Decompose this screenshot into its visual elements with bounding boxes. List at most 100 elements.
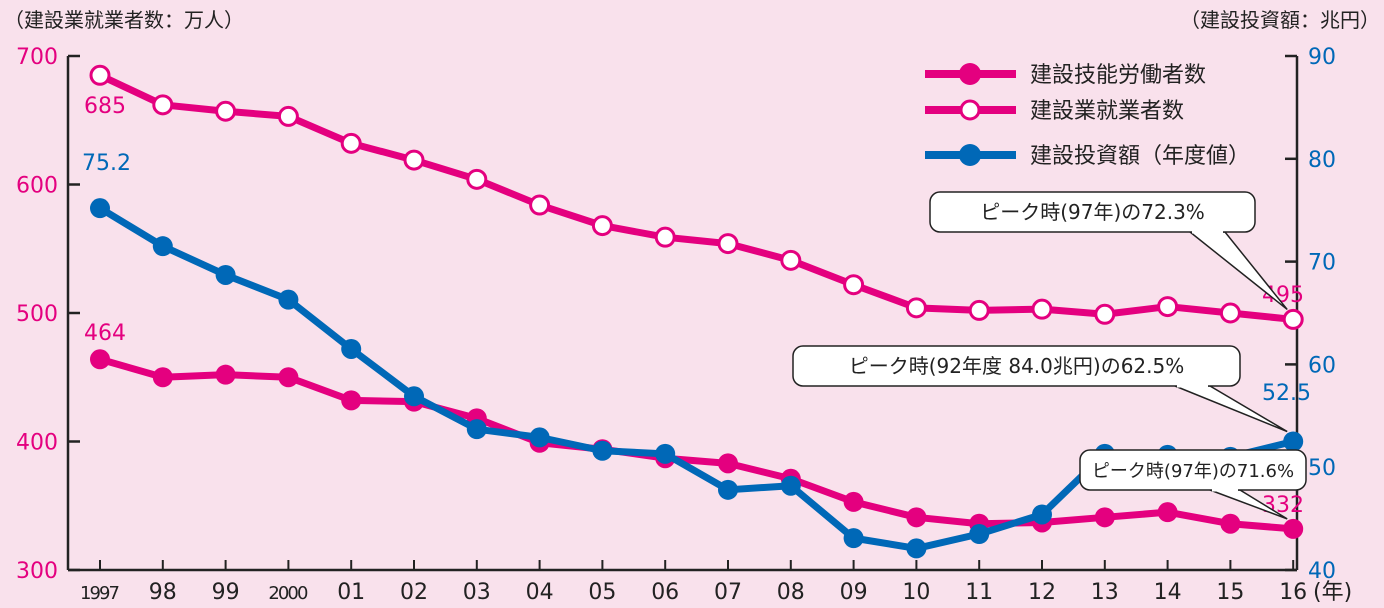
callout-text: ピーク時(97年)の72.3% — [980, 200, 1205, 224]
right-axis-title: （建設投資額：兆円） — [1180, 8, 1380, 32]
legend-label: 建設投資額（年度値） — [1030, 144, 1250, 169]
right-tick-label: 90 — [1308, 45, 1336, 70]
left-axis-title: （建設業就業者数：万人） — [4, 8, 244, 32]
data-point — [1283, 431, 1304, 452]
data-point — [592, 440, 613, 461]
x-tick-label: 12 — [1028, 580, 1056, 605]
x-axis-unit: (年) — [1313, 580, 1352, 605]
callout-text: ピーク時(97年)の71.6% — [1092, 461, 1294, 482]
callout-box — [792, 345, 1241, 387]
data-point — [906, 538, 927, 559]
left-tick-label: 400 — [16, 431, 58, 456]
data-point — [906, 507, 927, 528]
x-tick-label: 02 — [400, 580, 428, 605]
data-point — [278, 289, 299, 310]
data-point — [1094, 303, 1116, 325]
data-point — [654, 226, 676, 248]
callout-box — [929, 191, 1256, 233]
x-tick-label: 15 — [1216, 580, 1244, 605]
data-point — [1219, 302, 1241, 324]
data-point — [90, 349, 110, 370]
left-tick-label: 700 — [16, 45, 58, 70]
x-tick-label: 09 — [840, 580, 868, 605]
right-tick-label: 50 — [1308, 456, 1336, 481]
data-point — [780, 475, 801, 496]
left-tick-label: 600 — [16, 174, 58, 199]
data-point — [843, 491, 864, 512]
x-tick-label: 98 — [149, 580, 177, 605]
data-point — [340, 132, 362, 154]
left-tick-label: 500 — [16, 302, 58, 327]
x-tick-label: 08 — [777, 580, 805, 605]
data-point — [403, 149, 425, 171]
x-tick-label: 13 — [1091, 580, 1119, 605]
data-point — [655, 443, 676, 464]
x-tick-label: 05 — [588, 580, 616, 605]
x-tick-label: 11 — [965, 580, 993, 605]
callout-text: ピーク時(92年度 84.0兆円)の62.5% — [849, 354, 1184, 378]
x-tick-label: 10 — [902, 580, 930, 605]
data-point — [905, 297, 927, 319]
data-point — [780, 249, 802, 271]
legend-label: 建設業就業者数 — [1030, 99, 1184, 124]
left-tick-label: 300 — [16, 559, 58, 584]
x-tick-label: 04 — [526, 580, 554, 605]
data-point — [1094, 507, 1115, 528]
data-point — [1032, 504, 1052, 525]
data-point — [341, 338, 362, 359]
data-label: 685 — [84, 94, 126, 119]
data-label: 75.2 — [82, 151, 131, 176]
data-point — [466, 168, 488, 190]
data-point — [278, 367, 299, 388]
right-tick-label: 60 — [1308, 353, 1336, 378]
series-line — [98, 72, 1294, 323]
data-point — [1157, 296, 1179, 318]
data-point — [1157, 502, 1178, 523]
data-point — [529, 194, 551, 216]
data-point — [1283, 518, 1304, 539]
data-point — [1031, 298, 1053, 320]
data-point — [90, 198, 110, 219]
data-point — [215, 364, 236, 385]
data-point — [1282, 308, 1304, 330]
data-point — [843, 274, 865, 296]
data-point — [591, 215, 613, 237]
data-point — [152, 94, 174, 116]
x-tick-label: 14 — [1154, 580, 1182, 605]
data-point — [1220, 513, 1241, 534]
data-point — [152, 367, 173, 388]
callout-box — [1079, 449, 1307, 491]
data-label: 52.5 — [1262, 381, 1311, 406]
legend-swatch-marker — [959, 63, 981, 85]
data-point — [89, 64, 111, 86]
data-point — [718, 453, 738, 474]
x-tick-label: 06 — [651, 580, 679, 605]
data-point — [341, 390, 362, 411]
x-tick-label: 01 — [337, 580, 365, 605]
data-point — [529, 427, 550, 448]
right-tick-label: 70 — [1308, 251, 1336, 276]
data-point — [277, 105, 299, 127]
data-point — [215, 100, 237, 122]
x-tick-label: 99 — [212, 580, 240, 605]
callout-pointer — [1187, 231, 1288, 311]
right-tick-label: 40 — [1308, 559, 1336, 584]
right-tick-label: 80 — [1308, 148, 1336, 173]
data-point — [843, 528, 864, 549]
data-point — [215, 264, 236, 285]
legend-swatch-marker — [959, 99, 981, 121]
x-tick-label: 03 — [463, 580, 491, 605]
series-line — [99, 355, 1294, 533]
data-point — [404, 386, 424, 407]
data-point — [968, 299, 990, 321]
x-tick-label: 1997 — [80, 583, 120, 604]
x-tick-label: 2000 — [268, 583, 308, 604]
x-tick-label: 16 — [1279, 580, 1307, 605]
data-point — [717, 233, 739, 255]
legend-swatch-marker — [959, 144, 981, 166]
data-point — [718, 479, 738, 500]
data-label: 464 — [84, 321, 126, 346]
data-point — [466, 419, 487, 440]
data-point — [969, 524, 990, 545]
